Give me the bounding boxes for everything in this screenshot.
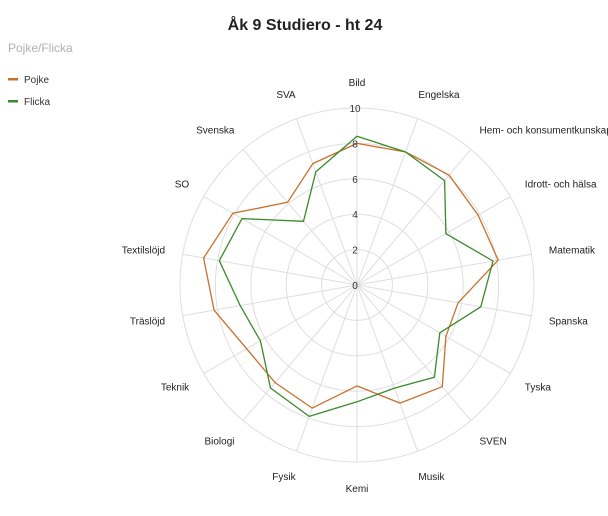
legend-swatch-pojke xyxy=(8,78,18,81)
grid-spoke xyxy=(295,118,358,286)
grid-spoke xyxy=(356,284,511,374)
grid-spoke xyxy=(356,149,472,286)
category-label: Textilslöjd xyxy=(122,246,165,257)
legend-title: Pojke/Flicka xyxy=(8,41,73,55)
legend: Pojke Flicka xyxy=(8,75,51,108)
grid-spoke xyxy=(182,284,358,317)
legend-label-pojke: Pojke xyxy=(24,75,49,86)
category-label: Träslöjd xyxy=(130,316,165,327)
category-label: Hem- och konsumentkunskap xyxy=(480,126,608,137)
grid-spoke xyxy=(203,196,358,286)
category-label: SVA xyxy=(276,90,296,101)
tick-label: 0 xyxy=(352,281,358,292)
chart-title: Åk 9 Studiero - ht 24 xyxy=(228,15,383,34)
grid-spoke xyxy=(356,196,511,286)
category-label: Matematik xyxy=(549,246,596,257)
category-label: Svenska xyxy=(196,126,235,137)
category-label: Tyska xyxy=(525,383,552,394)
tick-label: 2 xyxy=(352,246,358,257)
grid-spoke xyxy=(242,149,358,286)
radial-tick-labels: 0 2 4 6 8 10 xyxy=(349,104,361,292)
category-label: SO xyxy=(175,180,190,191)
grid-spoke xyxy=(356,284,419,452)
series-line-flicka xyxy=(218,135,494,418)
category-label: Bild xyxy=(349,78,366,89)
grid-spoke xyxy=(356,284,472,421)
category-label: Spanska xyxy=(549,316,588,327)
grid-spoke xyxy=(356,118,419,286)
tick-label: 6 xyxy=(352,175,358,186)
category-label: Teknik xyxy=(161,383,190,394)
category-label: Engelska xyxy=(418,90,460,101)
grid-spoke xyxy=(356,253,532,286)
series-line-pojke xyxy=(202,142,499,409)
legend-label-flicka: Flicka xyxy=(24,97,51,108)
tick-label: 10 xyxy=(349,104,361,115)
radar-series xyxy=(202,135,499,418)
radar-grid xyxy=(179,107,535,463)
tick-label: 8 xyxy=(352,139,358,150)
category-label: Biologi xyxy=(204,437,234,448)
category-labels: Bild Engelska Hem- och konsumentkunskap Idr… xyxy=(122,78,608,495)
legend-swatch-flicka xyxy=(8,100,18,103)
category-label: Fysik xyxy=(272,472,296,483)
grid-spoke xyxy=(295,284,358,452)
grid-spoke xyxy=(203,284,358,374)
grid-spoke xyxy=(356,284,532,317)
grid-spoke xyxy=(242,284,358,421)
tick-label: 4 xyxy=(352,210,358,221)
category-label: Kemi xyxy=(346,484,369,495)
grid-spoke xyxy=(182,253,358,286)
category-label: Musik xyxy=(418,472,445,483)
category-label: Idrott- och hälsa xyxy=(525,180,597,191)
category-label: SVEN xyxy=(480,437,507,448)
